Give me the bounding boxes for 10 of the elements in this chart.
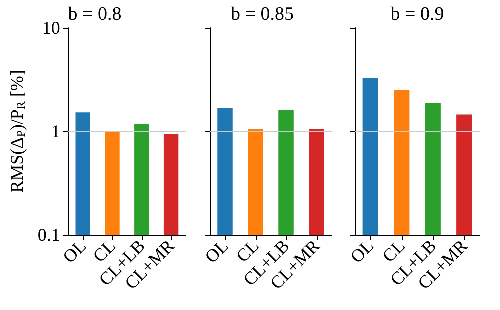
x-tick-label: OL bbox=[346, 236, 378, 268]
y-tick-label: 10 bbox=[42, 18, 60, 38]
chart-title: b = 0.85 bbox=[231, 4, 294, 25]
y-axis-title: RMS(ΔP)/PR [%] bbox=[7, 70, 28, 193]
chart-title: b = 0.9 bbox=[390, 4, 444, 25]
y-tick-label: 1 bbox=[51, 122, 60, 142]
chart-title: b = 0.8 bbox=[68, 4, 122, 25]
x-tick-label: OL bbox=[59, 236, 90, 268]
y-tick-label: 0.1 bbox=[38, 225, 60, 245]
x-tick-label: OL bbox=[201, 236, 232, 268]
